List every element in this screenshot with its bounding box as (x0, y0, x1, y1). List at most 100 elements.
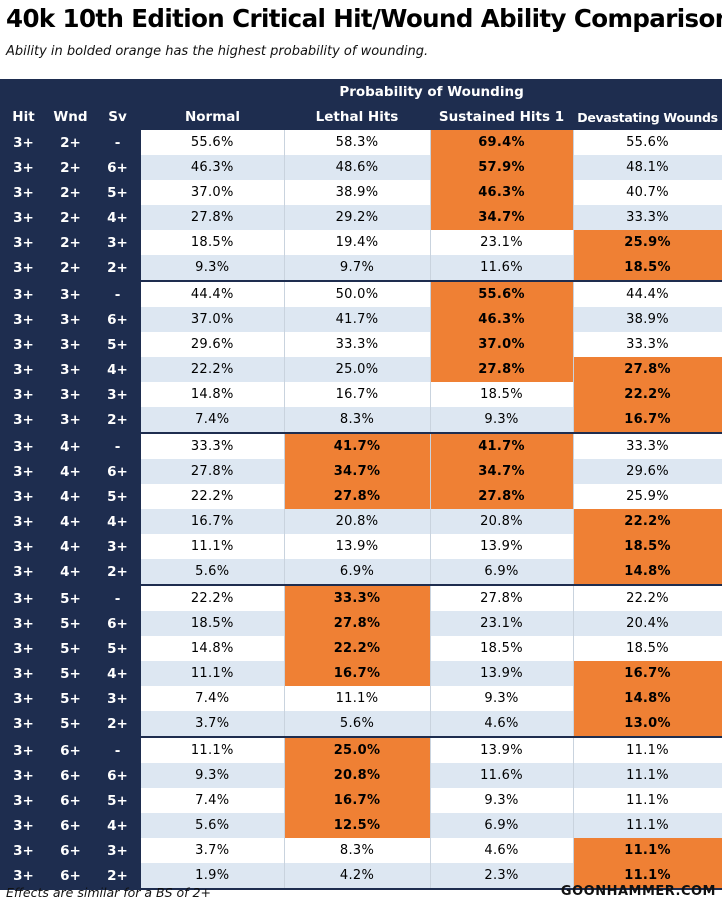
cell-devastating: 33.3% (573, 205, 722, 230)
cell-sv: 6+ (94, 611, 141, 636)
cell-wnd: 4+ (47, 459, 94, 484)
cell-normal: 27.8% (141, 205, 285, 230)
table-row: 3+ 6+ 2+ 1.9% 4.2% 2.3% 11.1% (0, 863, 722, 890)
cell-hit: 3+ (0, 534, 47, 559)
cell-lethal: 4.2% (284, 863, 431, 890)
table-row: 3+ 6+ 5+ 7.4% 16.7% 9.3% 11.1% (0, 788, 722, 813)
cell-devastating: 11.1% (573, 838, 722, 863)
cell-devastating: 11.1% (573, 863, 722, 890)
cell-hit: 3+ (0, 281, 47, 307)
cell-sv: 4+ (94, 205, 141, 230)
cell-sustained: 13.9% (430, 661, 574, 686)
cell-devastating: 40.7% (573, 180, 722, 205)
cell-devastating: 22.2% (573, 585, 722, 611)
cell-sustained: 18.5% (430, 382, 574, 407)
cell-sustained: 37.0% (430, 332, 574, 357)
cell-devastating: 20.4% (573, 611, 722, 636)
cell-normal: 5.6% (141, 813, 285, 838)
table-row: 3+ 4+ -33.3% 41.7% 41.7% 33.3% (0, 433, 722, 459)
cell-wnd: 6+ (47, 763, 94, 788)
cell-lethal: 9.7% (284, 255, 431, 282)
cell-normal: 27.8% (141, 459, 285, 484)
cell-sustained: 18.5% (430, 636, 574, 661)
column-header-lethal-hits: Lethal Hits (284, 104, 430, 130)
cell-sv: 3+ (94, 230, 141, 255)
cell-lethal: 16.7% (284, 788, 431, 813)
cell-sv: 3+ (94, 534, 141, 559)
table-row: 3+ 5+ 3+ 7.4% 11.1% 9.3% 14.8% (0, 686, 722, 711)
column-header-sv: Sv (94, 104, 141, 130)
table-row: 3+ 3+ 2+ 7.4% 8.3% 9.3% 16.7% (0, 407, 722, 434)
cell-sustained: 2.3% (430, 863, 574, 890)
column-header-devastating-wounds: Devastating Wounds (573, 104, 722, 130)
cell-devastating: 38.9% (573, 307, 722, 332)
cell-sv: 6+ (94, 155, 141, 180)
cell-devastating: 25.9% (573, 230, 722, 255)
cell-sustained: 13.9% (430, 534, 574, 559)
cell-normal: 46.3% (141, 155, 285, 180)
cell-normal: 44.4% (141, 281, 285, 307)
cell-hit: 3+ (0, 180, 47, 205)
cell-wnd: 4+ (47, 534, 94, 559)
table-row: 3+ 5+ 6+ 18.5% 27.8% 23.1% 20.4% (0, 611, 722, 636)
cell-normal: 7.4% (141, 788, 285, 813)
header-blank (94, 79, 141, 104)
cell-wnd: 2+ (47, 180, 94, 205)
cell-hit: 3+ (0, 559, 47, 586)
cell-hit: 3+ (0, 813, 47, 838)
cell-sustained: 9.3% (430, 686, 574, 711)
cell-lethal: 27.8% (284, 611, 431, 636)
cell-wnd: 2+ (47, 255, 94, 282)
cell-normal: 11.1% (141, 661, 285, 686)
cell-sv: 6+ (94, 763, 141, 788)
cell-hit: 3+ (0, 357, 47, 382)
cell-hit: 3+ (0, 407, 47, 434)
cell-sustained: 13.9% (430, 737, 574, 763)
cell-normal: 5.6% (141, 559, 285, 586)
cell-sv: 2+ (94, 255, 141, 282)
cell-sv: 5+ (94, 180, 141, 205)
cell-devastating: 11.1% (573, 763, 722, 788)
cell-sustained: 11.6% (430, 255, 574, 282)
cell-wnd: 5+ (47, 611, 94, 636)
cell-sv: - (94, 281, 141, 307)
column-header-wnd: Wnd (47, 104, 94, 130)
cell-lethal: 48.6% (284, 155, 431, 180)
table-row: 3+ 2+ 4+ 27.8% 29.2% 34.7% 33.3% (0, 205, 722, 230)
chart-subtitle: Ability in bolded orange has the highest… (6, 44, 429, 59)
cell-wnd: 3+ (47, 357, 94, 382)
cell-devastating: 27.8% (573, 357, 722, 382)
column-header-normal: Normal (141, 104, 284, 130)
cell-wnd: 6+ (47, 838, 94, 863)
cell-lethal: 20.8% (284, 509, 431, 534)
cell-devastating: 13.0% (573, 711, 722, 738)
cell-sustained: 9.3% (430, 788, 574, 813)
cell-lethal: 41.7% (284, 307, 431, 332)
probability-table-container: Probability of Wounding Hit Wnd Sv Norma… (0, 79, 722, 890)
cell-lethal: 58.3% (284, 130, 431, 155)
cell-hit: 3+ (0, 230, 47, 255)
cell-wnd: 2+ (47, 230, 94, 255)
cell-hit: 3+ (0, 130, 47, 155)
cell-sv: 6+ (94, 307, 141, 332)
cell-lethal: 25.0% (284, 357, 431, 382)
cell-sv: 5+ (94, 332, 141, 357)
cell-normal: 22.2% (141, 585, 285, 611)
cell-normal: 22.2% (141, 484, 285, 509)
cell-lethal: 33.3% (284, 585, 431, 611)
cell-wnd: 3+ (47, 382, 94, 407)
cell-normal: 14.8% (141, 636, 285, 661)
table-row: 3+ 6+ -11.1% 25.0% 13.9% 11.1% (0, 737, 722, 763)
table-row: 3+ 2+ -55.6% 58.3% 69.4% 55.6% (0, 130, 722, 155)
cell-wnd: 4+ (47, 509, 94, 534)
cell-wnd: 6+ (47, 737, 94, 763)
cell-wnd: 3+ (47, 407, 94, 434)
cell-wnd: 5+ (47, 711, 94, 738)
table-row: 3+ 4+ 5+ 22.2% 27.8% 27.8% 25.9% (0, 484, 722, 509)
column-header-hit: Hit (0, 104, 47, 130)
cell-lethal: 11.1% (284, 686, 431, 711)
cell-normal: 14.8% (141, 382, 285, 407)
cell-normal: 7.4% (141, 407, 285, 434)
cell-hit: 3+ (0, 737, 47, 763)
cell-lethal: 41.7% (284, 433, 431, 459)
